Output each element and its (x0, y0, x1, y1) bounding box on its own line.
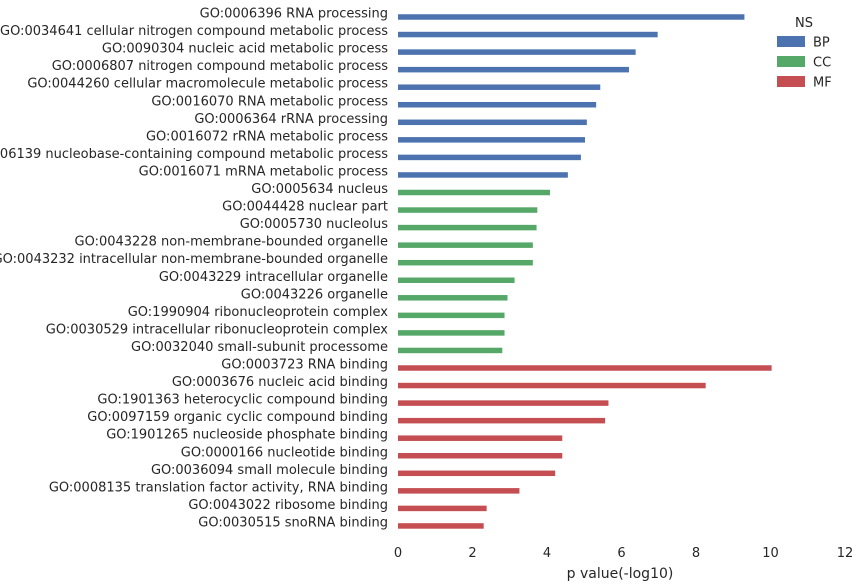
y-tick-label: GO:1901363 heterocyclic compound binding (97, 393, 388, 408)
y-tick-label: GO:0044260 cellular macromolecule metabo… (27, 77, 388, 92)
bar-cc (398, 224, 537, 231)
bar-mf (398, 453, 563, 459)
y-tick-label: GO:0005634 nucleus (251, 182, 388, 197)
bar-bp (398, 31, 658, 38)
x-tick-label: 12 (837, 546, 854, 561)
y-tick-labels: GO:0006396 RNA processing GO:0034641 cell… (0, 7, 388, 531)
x-axis-label: p value(-log10) (567, 566, 674, 582)
y-tick-label: GO:0036094 small molecule binding (151, 463, 388, 478)
y-tick-label: GO:1990904 ribonucleoprotein complex (128, 305, 389, 320)
y-tick-label: GO:0044428 nuclear part (222, 200, 388, 215)
bar-mf (398, 435, 563, 441)
bar-mf (398, 365, 772, 371)
y-tick-label: GO:0032040 small-subunit processome (131, 340, 388, 355)
legend-label-cc: CC (813, 56, 831, 71)
bar-cc (398, 259, 533, 266)
x-tick-label: 2 (468, 546, 476, 561)
y-tick-label: GO:0043229 intracellular organelle (159, 270, 388, 285)
bar-bp (398, 172, 568, 178)
y-tick-label: GO:1901265 nucleoside phosphate binding (106, 428, 388, 443)
bar-cc (398, 242, 533, 248)
y-tick-label: GO:0000166 nucleotide binding (181, 445, 388, 460)
x-tick-label: 0 (394, 546, 402, 561)
bar-bp (398, 102, 597, 108)
x-tick-label: 4 (543, 546, 551, 561)
y-tick-label: GO:0043232 intracellular non-membrane-bo… (0, 252, 388, 267)
bar-cc (398, 295, 508, 301)
y-tick-label: GO:0016070 RNA metabolic process (151, 94, 388, 109)
bar-mf (398, 523, 484, 529)
bar-cc (398, 207, 538, 213)
x-tick-label: 6 (617, 546, 625, 561)
bar-bp (398, 154, 581, 161)
y-tick-label: GO:0008135 translation factor activity, … (49, 480, 388, 495)
bar-bp (398, 137, 585, 143)
y-tick-label: GO:0003723 RNA binding (221, 358, 388, 373)
y-tick-label: GO:0097159 organic cyclic compound bindi… (87, 410, 388, 425)
bar-bp (398, 66, 629, 73)
bar-mf (398, 505, 487, 512)
y-tick-label: GO:0006364 rRNA processing (194, 112, 388, 127)
legend-label-mf: MF (813, 76, 832, 91)
y-tick-label: GO:0016071 mRNA metabolic process (139, 164, 389, 179)
legend-title: NS (795, 16, 813, 31)
y-tick-label: GO:0016072 rRNA metabolic process (146, 129, 388, 144)
y-tick-label: GO:0030529 intracellular ribonucleoprote… (46, 322, 389, 337)
y-tick-label: GO:0043228 non-membrane-bounded organell… (75, 235, 389, 250)
bar-bp (398, 49, 636, 55)
y-tick-label: GO:0034641 cellular nitrogen compound me… (0, 24, 388, 39)
y-tick-label: GO:0005730 nucleolus (240, 217, 389, 232)
bar-cc (398, 330, 505, 336)
y-tick-label: GO:0043226 organelle (241, 287, 388, 302)
legend-swatch-mf (777, 76, 805, 87)
bar-mf (398, 417, 606, 424)
y-tick-label: GO:0006139 nucleobase-containing compoun… (0, 147, 388, 162)
x-tick-labels: 0 2 4 6 8 10 12 (394, 546, 853, 561)
y-tick-label: GO:0003676 nucleic acid binding (172, 375, 388, 390)
x-tick-label: 8 (692, 546, 700, 561)
bar-cc (398, 312, 505, 319)
y-tick-label: GO:0043022 ribosome binding (188, 498, 388, 513)
legend-swatch-bp (777, 36, 805, 47)
bars-group (398, 14, 772, 529)
bar-cc (398, 347, 503, 354)
y-tick-label: GO:0006396 RNA processing (200, 7, 388, 22)
legend: NS BP CC MF (777, 16, 832, 91)
bar-cc (398, 189, 550, 196)
bar-bp (398, 84, 601, 90)
y-tick-label: GO:0006807 nitrogen compound metabolic p… (52, 59, 389, 74)
legend-label-bp: BP (813, 36, 830, 51)
bar-mf (398, 400, 609, 406)
x-tick-label: 10 (762, 546, 779, 561)
bar-bp (398, 119, 587, 126)
bar-mf (398, 382, 706, 389)
y-tick-label: GO:0090304 nucleic acid metabolic proces… (102, 42, 388, 57)
bar-mf (398, 470, 556, 477)
bar-mf (398, 488, 520, 494)
bar-cc (398, 277, 515, 283)
legend-swatch-cc (777, 56, 805, 67)
y-tick-label: GO:0030515 snoRNA binding (198, 515, 388, 530)
bar-bp (398, 14, 745, 20)
